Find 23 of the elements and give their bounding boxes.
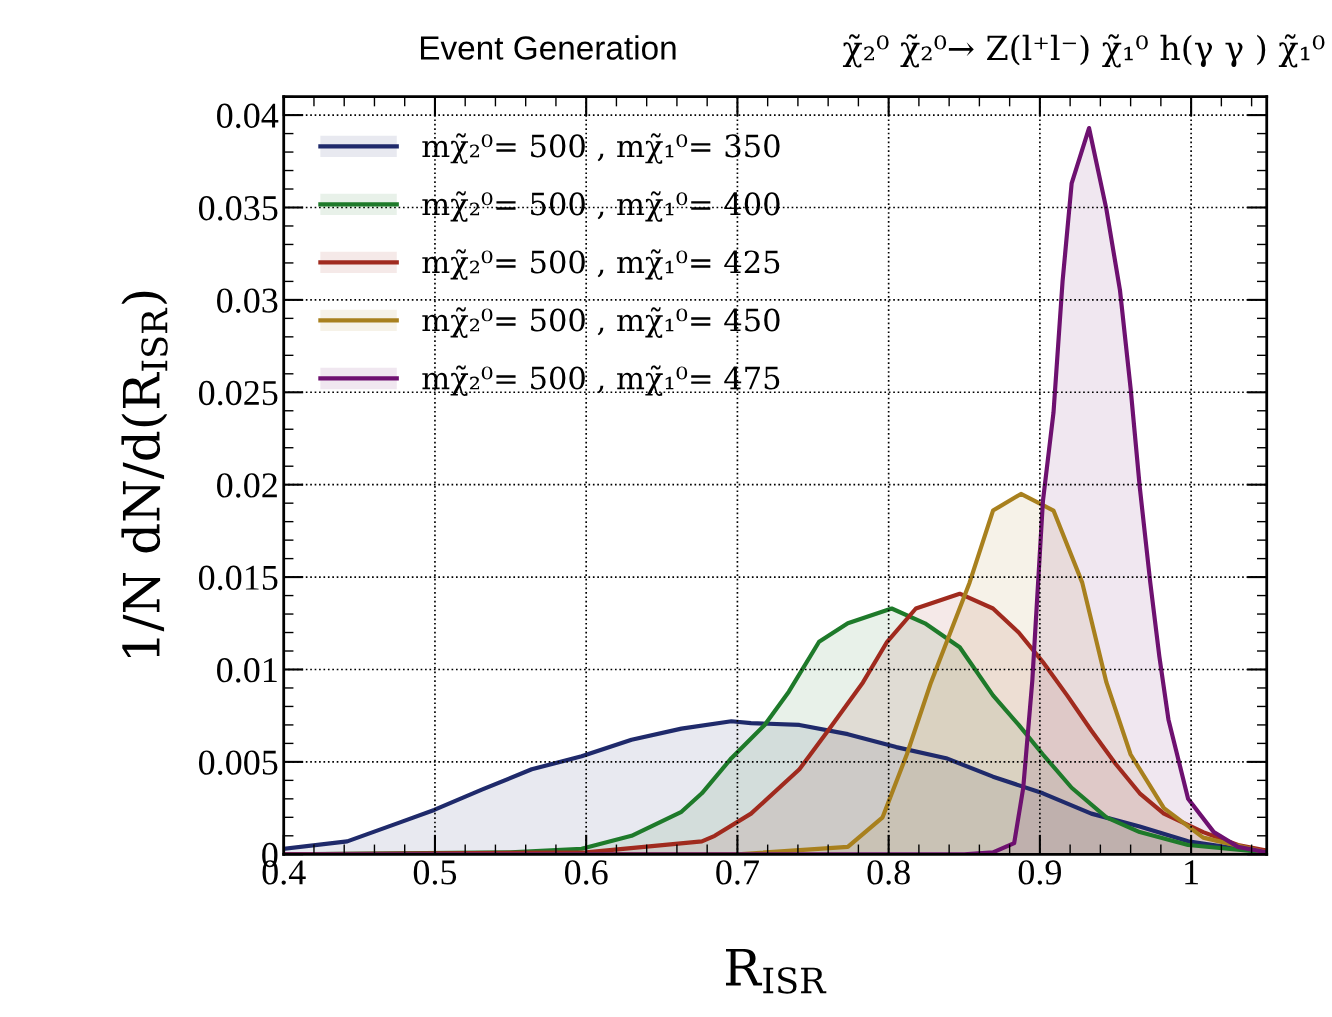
y-axis-title: 1/N dN/d(R$_{ISR}$)	[121, 291, 168, 658]
legend-label: mχ̃₂⁰= 500 , mχ̃₁⁰= 350	[422, 133, 780, 164]
x-tick-label: 0.9	[1018, 860, 1061, 885]
chart-subtitle: χ̃₂⁰ χ̃₂⁰→ Z(l⁺l⁻) χ̃₁⁰ h(γ γ ) χ̃₁⁰	[842, 34, 1325, 68]
legend-label: mχ̃₂⁰= 500 , mχ̃₁⁰= 475	[422, 365, 780, 396]
x-tick-label: 0.7	[716, 860, 759, 885]
legend-label: mχ̃₂⁰= 500 , mχ̃₁⁰= 400	[422, 191, 780, 222]
x-tick-label: 0.8	[867, 860, 910, 885]
legend-label: mχ̃₂⁰= 500 , mχ̃₁⁰= 425	[422, 249, 780, 280]
y-tick-label: 0.02	[217, 473, 277, 498]
y-tick-label: 0.025	[198, 380, 278, 406]
y-tick-label: 0.01	[217, 658, 277, 683]
legend-label: mχ̃₂⁰= 500 , mχ̃₁⁰= 450	[422, 307, 780, 338]
x-tick-label: 1	[1185, 860, 1198, 885]
y-tick-label: 0.015	[198, 565, 278, 591]
y-tick-label: 0.035	[198, 196, 278, 221]
x-axis-title: R$_{ISR}$	[725, 948, 827, 994]
y-tick-label: 0.03	[217, 288, 278, 313]
x-tick-label: 0.6	[564, 860, 608, 885]
chart-title: Event Generation	[420, 35, 676, 60]
y-tick-label: 0.04	[217, 103, 279, 129]
y-tick-label: 0.005	[198, 750, 278, 775]
x-tick-label: 0.5	[413, 860, 457, 885]
